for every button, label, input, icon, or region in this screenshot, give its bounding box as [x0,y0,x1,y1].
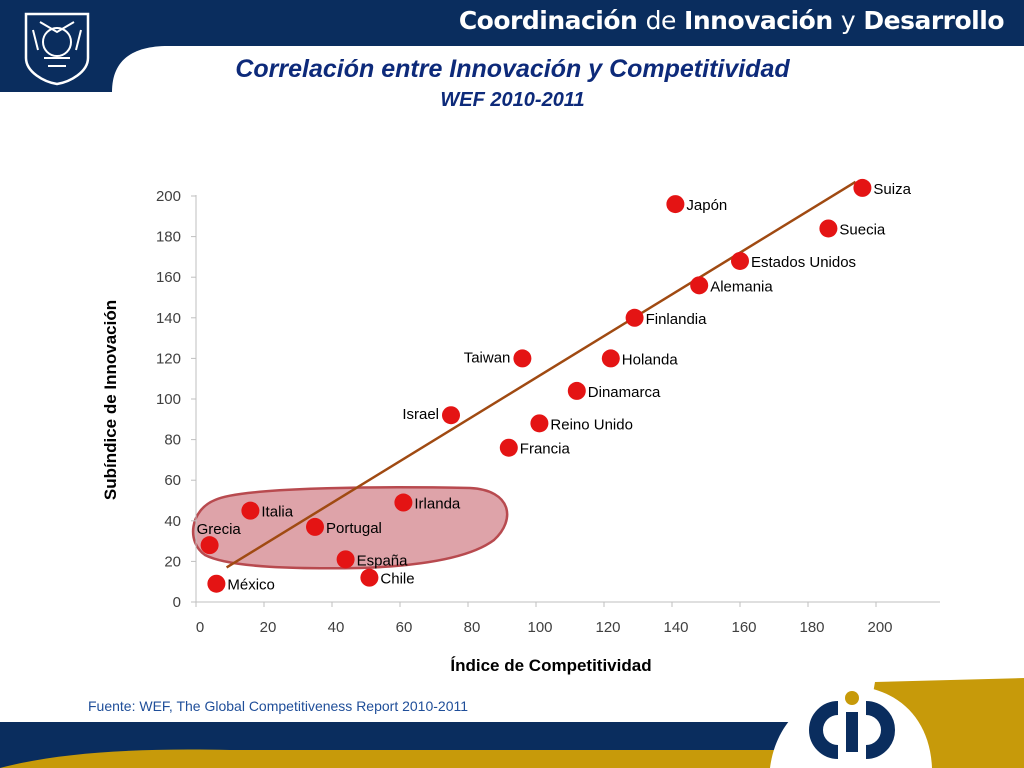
x-tick-label: 0 [196,619,204,636]
data-point [690,276,709,295]
data-point [499,438,518,457]
cid-logo-icon [809,691,895,759]
scatter-chart: 0 20 40 60 80 100 120 140 160 180 200 0 20 40 60 80 100 1… [101,178,940,675]
y-tick-label: 180 [156,229,181,246]
point-label: Francia [520,441,571,458]
y-tick-label: 0 [173,594,181,611]
x-axis-title: Índice de Competitividad [450,656,651,675]
y-tick-label: 100 [156,391,181,408]
data-point [530,414,549,433]
data-point [306,517,324,536]
point-label: Japón [686,197,727,214]
data-point [853,178,872,197]
org-name: Coordinación de Innovación y Desarrollo [458,6,1005,35]
x-tick-label: 160 [731,619,756,636]
y-tick-label: 20 [164,553,181,570]
point-label: Finlandia [646,311,708,328]
y-axis-title: Subíndice de Innovación [101,300,120,500]
data-point [442,406,460,425]
data-point [819,219,838,238]
point-label: Taiwan [464,349,511,366]
x-tick-label: 200 [867,619,892,636]
x-tick-label: 40 [328,619,345,636]
point-label: Grecia [197,521,242,538]
point-label: Chile [380,571,414,588]
trend-line [225,180,857,569]
point-label: Alemania [710,278,773,295]
point-label: Italia [261,504,293,521]
x-tick-label: 140 [663,619,688,636]
data-point [567,381,586,400]
point-label: Irlanda [414,496,461,513]
data-point [394,493,413,512]
point-label: Suiza [873,181,911,198]
slide-title: Correlación entre Innovación y Competiti… [235,55,790,83]
data-point [336,550,355,569]
point-label: Dinamarca [588,384,661,401]
data-point [207,574,226,593]
point-label: Suecia [839,221,886,238]
unam-crest-icon [16,6,98,86]
data-point [731,251,749,270]
header-band [0,0,1024,92]
y-tick-label: 80 [164,432,181,449]
y-tick-label: 140 [156,310,181,327]
x-tick-label: 20 [260,619,277,636]
x-tick-label: 120 [595,619,620,636]
data-point [360,568,379,587]
x-tick-label: 60 [396,619,413,636]
point-label: Holanda [622,351,679,368]
source-note: Fuente: WEF, The Global Competitiveness … [88,698,469,714]
point-label: Reino Unido [550,416,633,433]
y-tick-label: 120 [156,350,181,367]
point-label: Portugal [326,520,382,537]
point-label: España [357,552,409,569]
y-tick-label: 40 [164,513,181,530]
data-point [200,536,219,555]
x-tick-label: 80 [464,619,481,636]
data-point [241,501,260,520]
data-point [666,195,685,214]
data-point [625,308,644,327]
point-label: México [227,577,275,594]
y-tick-label: 160 [156,269,181,286]
point-label: Estados Unidos [751,254,856,271]
y-tick-label: 60 [164,472,181,489]
slide-subtitle: WEF 2010-2011 [440,89,585,111]
x-tick-label: 180 [799,619,824,636]
data-point [513,349,532,368]
point-label: Israel [402,406,439,423]
data-point [601,349,620,368]
y-tick-label: 200 [156,188,181,205]
x-tick-label: 100 [527,619,552,636]
